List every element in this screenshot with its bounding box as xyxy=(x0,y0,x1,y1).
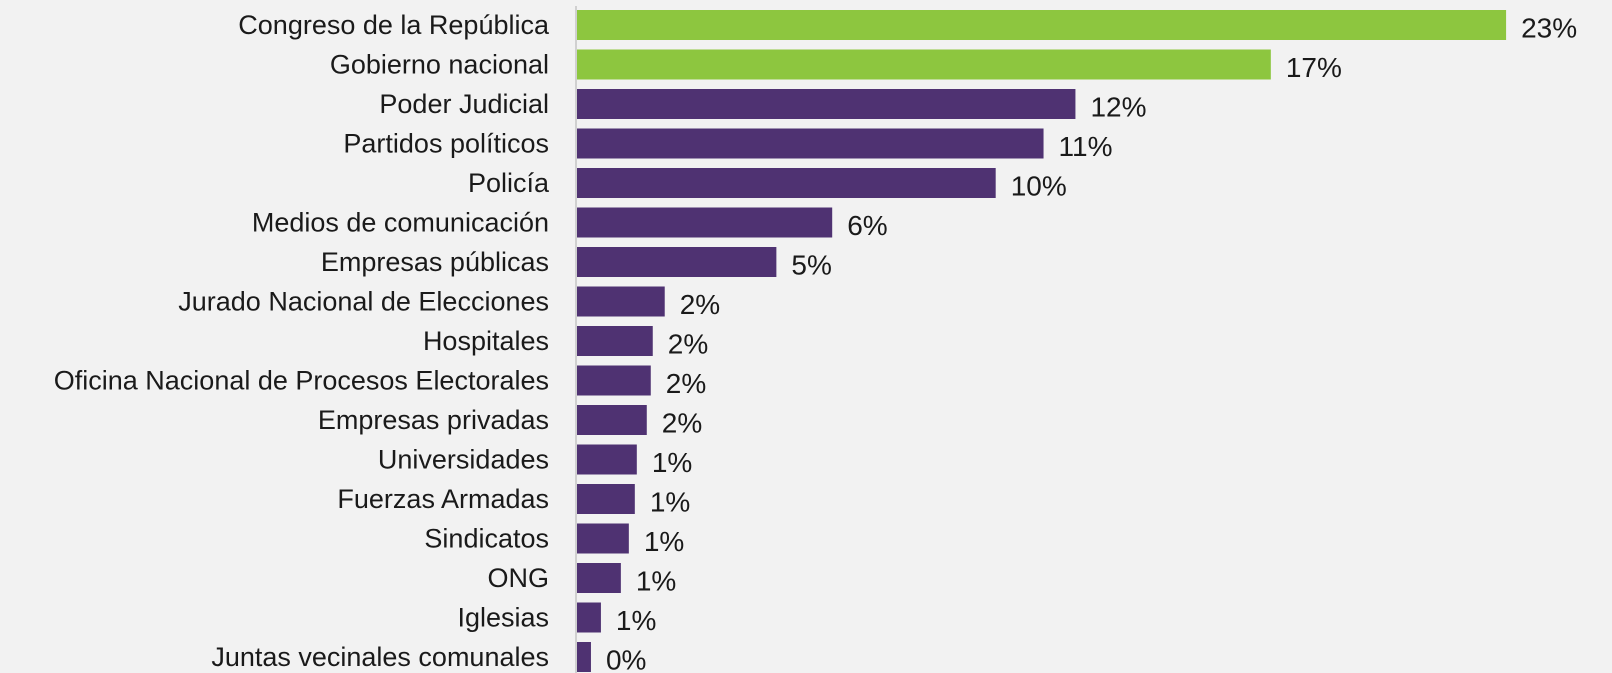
value-label: 11% xyxy=(1059,131,1113,162)
bar xyxy=(577,444,637,475)
value-label: 12% xyxy=(1090,92,1146,123)
bar xyxy=(577,484,635,514)
value-label: 2% xyxy=(666,368,706,399)
value-label: 2% xyxy=(668,329,708,360)
value-label: 17% xyxy=(1286,52,1342,83)
bars-layer xyxy=(577,10,1507,672)
value-label: 1% xyxy=(636,566,676,597)
bar xyxy=(577,602,601,633)
bar xyxy=(577,10,1507,40)
bar xyxy=(577,326,653,356)
category-label: Oficina Nacional de Procesos Electorales xyxy=(54,366,549,396)
bar xyxy=(577,405,647,435)
category-label: Fuerzas Armadas xyxy=(337,484,549,514)
value-label: 1% xyxy=(652,447,692,478)
category-label: Congreso de la República xyxy=(238,10,550,40)
value-label: 10% xyxy=(1011,171,1067,202)
value-label: 1% xyxy=(644,526,684,557)
value-label: 2% xyxy=(680,289,720,320)
bar xyxy=(577,286,665,317)
bar xyxy=(577,89,1076,119)
value-label: 1% xyxy=(650,487,690,518)
value-label: 1% xyxy=(616,605,656,636)
value-label: 5% xyxy=(791,250,831,281)
category-label: Hospitales xyxy=(423,326,549,356)
category-label: Empresas públicas xyxy=(321,247,549,277)
value-label: 2% xyxy=(662,408,702,439)
bar xyxy=(577,207,833,238)
category-label: ONG xyxy=(487,563,549,593)
category-label: Sindicatos xyxy=(424,524,549,554)
value-label: 23% xyxy=(1521,13,1577,44)
bar xyxy=(577,247,777,277)
value-label: 0% xyxy=(606,645,646,673)
bar xyxy=(577,49,1271,80)
bar xyxy=(577,365,651,396)
bar xyxy=(577,128,1044,159)
category-label: Policía xyxy=(468,168,550,198)
category-label: Partidos políticos xyxy=(343,129,549,159)
bar xyxy=(577,642,591,672)
category-labels: Congreso de la República Gobierno naciona… xyxy=(54,10,550,672)
category-label: Universidades xyxy=(378,445,549,475)
category-label: Jurado Nacional de Elecciones xyxy=(178,287,549,317)
category-label: Juntas vecinales comunales xyxy=(211,642,549,672)
bar xyxy=(577,523,629,554)
bar xyxy=(577,168,996,198)
bar xyxy=(577,563,621,593)
category-label: Iglesias xyxy=(457,603,549,633)
category-label: Gobierno nacional xyxy=(330,50,549,80)
category-label: Poder Judicial xyxy=(379,89,549,119)
value-labels: 23% 17% 12% 11% 10% 6% 5% 2% 2% 2% 2% 1% 1% 1% 1% 1% 0% xyxy=(606,13,1577,673)
category-label: Empresas privadas xyxy=(318,405,549,435)
value-label: 6% xyxy=(847,210,887,241)
category-label: Medios de comunicación xyxy=(252,208,549,238)
